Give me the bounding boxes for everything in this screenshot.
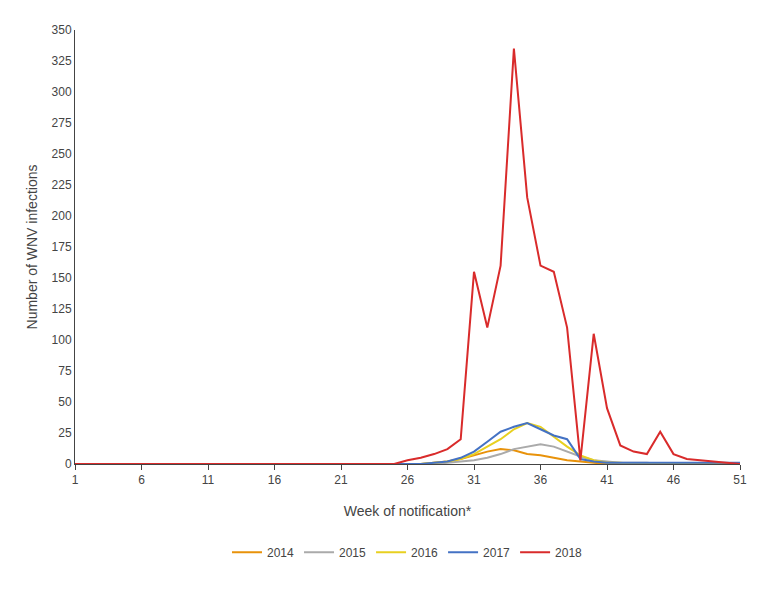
- svg-text:36: 36: [534, 473, 548, 487]
- svg-text:41: 41: [600, 473, 614, 487]
- svg-text:21: 21: [334, 473, 348, 487]
- svg-text:325: 325: [52, 54, 72, 68]
- svg-text:100: 100: [52, 333, 72, 347]
- svg-text:25: 25: [58, 426, 72, 440]
- svg-text:150: 150: [52, 271, 72, 285]
- svg-text:0: 0: [65, 457, 72, 471]
- svg-text:2015: 2015: [339, 546, 366, 560]
- svg-text:75: 75: [58, 364, 72, 378]
- svg-text:46: 46: [667, 473, 681, 487]
- svg-text:2016: 2016: [411, 546, 438, 560]
- svg-text:6: 6: [138, 473, 145, 487]
- svg-text:350: 350: [52, 23, 72, 37]
- svg-text:175: 175: [52, 240, 72, 254]
- svg-text:31: 31: [467, 473, 481, 487]
- svg-text:50: 50: [58, 395, 72, 409]
- svg-text:200: 200: [52, 209, 72, 223]
- svg-text:275: 275: [52, 116, 72, 130]
- svg-text:51: 51: [733, 473, 747, 487]
- svg-text:1: 1: [72, 473, 79, 487]
- svg-text:225: 225: [52, 178, 72, 192]
- svg-text:250: 250: [52, 147, 72, 161]
- svg-text:Number of WNV infections: Number of WNV infections: [24, 165, 40, 330]
- svg-text:16: 16: [268, 473, 282, 487]
- svg-text:2014: 2014: [267, 546, 294, 560]
- svg-text:11: 11: [202, 473, 215, 487]
- svg-text:2018: 2018: [555, 546, 582, 560]
- svg-text:Week of notification*: Week of notification*: [344, 503, 472, 519]
- svg-text:125: 125: [52, 302, 72, 316]
- svg-text:300: 300: [52, 85, 72, 99]
- svg-text:26: 26: [401, 473, 415, 487]
- svg-text:2017: 2017: [483, 546, 510, 560]
